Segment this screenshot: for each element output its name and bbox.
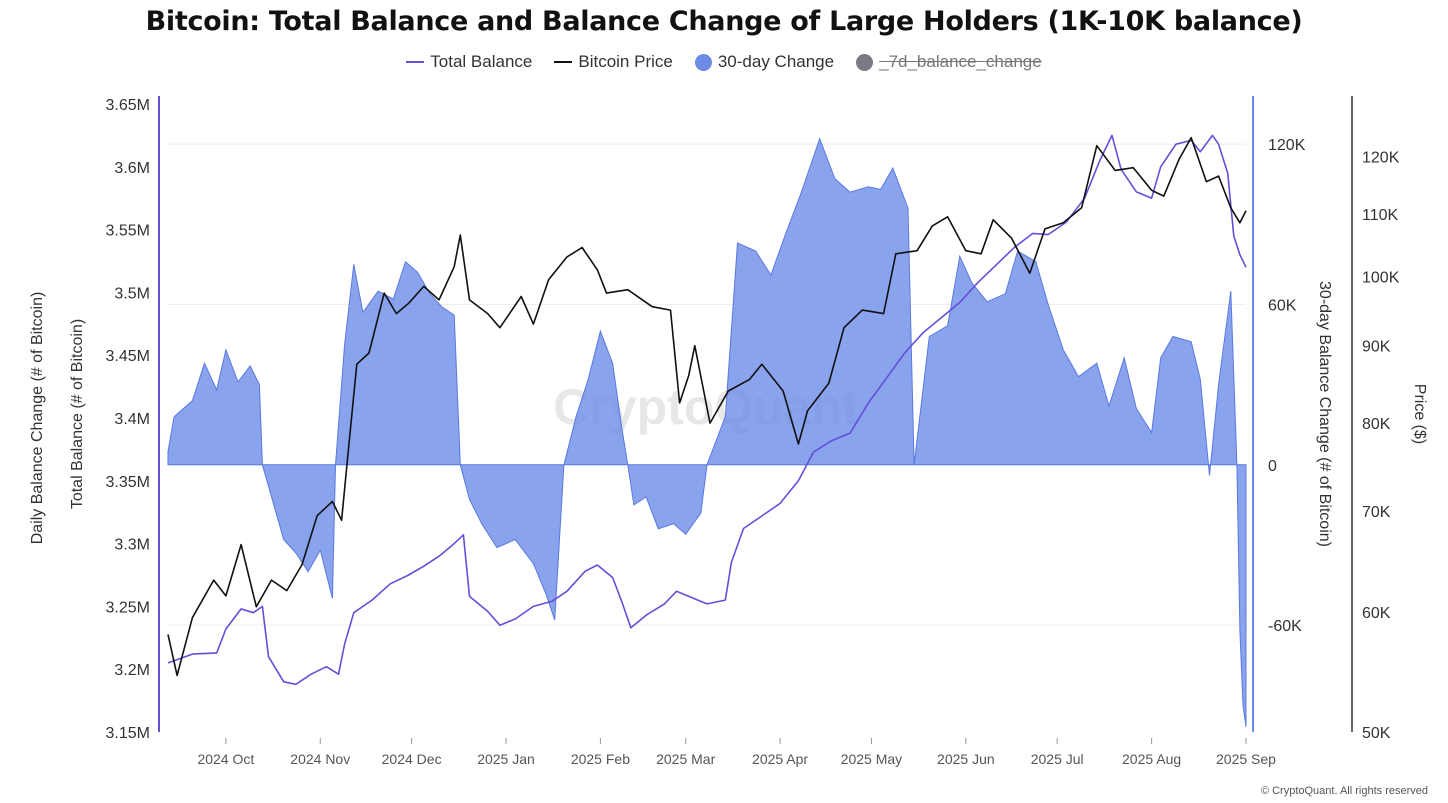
legend-label-30-day-change: 30-day Change <box>717 52 835 71</box>
legend: Total Balance Bitcoin Price 30-day Chang… <box>0 52 1448 72</box>
tick-label-left: 3.25M <box>106 599 150 616</box>
tick-label-x: 2024 Dec <box>382 751 442 767</box>
tick-label-price: 70K <box>1362 504 1391 521</box>
tick-label-left: 3.65M <box>106 97 150 114</box>
tick-label-x: 2024 Nov <box>290 751 350 767</box>
tick-label-x: 2025 Jan <box>477 751 535 767</box>
legend-item-total-balance[interactable]: Total Balance <box>406 52 532 72</box>
tick-label-x: 2025 Jun <box>937 751 995 767</box>
tick-label-x: 2025 Sep <box>1216 751 1276 767</box>
tick-label-price: 50K <box>1362 725 1391 742</box>
tick-label-left: 3.6M <box>114 160 150 177</box>
tick-label-x: 2025 Mar <box>656 751 715 767</box>
tick-label-left: 3.4M <box>114 411 150 428</box>
tick-label-x: 2025 Aug <box>1122 751 1181 767</box>
axis-label-left-inner: Total Balance (# of Bitcoin) <box>69 319 86 509</box>
legend-dot-icon <box>694 53 712 71</box>
series-line-bitcoin-price <box>167 136 1247 677</box>
tick-label-price: 120K <box>1362 150 1400 167</box>
tick-label-price: 80K <box>1362 416 1391 433</box>
tick-label-x: 2025 May <box>841 751 902 767</box>
axes-layer <box>158 96 1353 732</box>
tick-label-x: 2025 Jul <box>1031 751 1084 767</box>
legend-line-icon <box>406 61 425 63</box>
tick-label-x: 2024 Oct <box>197 751 254 767</box>
axis-label-right-inner: 30-day Balance Change (# of Bitcoin) <box>1316 281 1333 547</box>
tick-label-change: 120K <box>1268 137 1306 154</box>
tick-label-price: 90K <box>1362 339 1391 356</box>
tick-label-left: 3.15M <box>106 725 150 742</box>
chart-title: Bitcoin: Total Balance and Balance Chang… <box>145 6 1303 37</box>
tick-label-change: -60K <box>1268 618 1302 635</box>
tick-label-left: 3.5M <box>114 285 150 302</box>
legend-label-7d-balance-change: _7d_balance_change <box>879 52 1042 71</box>
tick-label-price: 110K <box>1362 207 1399 224</box>
axis-label-right-outer: Price ($) <box>1411 384 1428 444</box>
legend-item-30-day-change[interactable]: 30-day Change <box>694 52 835 72</box>
tick-label-left: 3.3M <box>114 537 150 554</box>
legend-line-icon <box>554 61 573 63</box>
tick-label-left: 3.45M <box>106 348 150 365</box>
tick-label-x: 2025 Feb <box>571 751 630 767</box>
line-layer <box>167 134 1247 686</box>
tick-label-change: 60K <box>1268 297 1297 314</box>
area-layer <box>167 137 1247 727</box>
tick-label-left: 3.2M <box>114 662 150 679</box>
legend-label-bitcoin-price: Bitcoin Price <box>578 52 673 71</box>
legend-item-bitcoin-price[interactable]: Bitcoin Price <box>554 52 673 72</box>
copyright-text: © CryptoQuant. All rights reserved <box>1260 785 1428 797</box>
tick-label-left: 3.55M <box>106 223 150 240</box>
legend-item-7d-balance-change[interactable]: _7d_balance_change <box>856 52 1042 72</box>
ticks-layer: 3.15M 3.2M 3.25M 3.3M 3.35M 3.4M 3.45M 3.5M 3.55… <box>106 97 1400 767</box>
tick-label-left: 3.35M <box>106 474 150 491</box>
axis-label-left-outer: Daily Balance Change (# of Bitcoin) <box>29 292 46 545</box>
series-line-total-balance <box>167 134 1247 686</box>
series-area-30-day-change <box>167 137 1247 727</box>
tick-label-price: 100K <box>1362 269 1400 286</box>
tick-label-x: 2025 Apr <box>752 751 808 767</box>
tick-label-price: 60K <box>1362 605 1391 622</box>
tick-label-change: 0 <box>1268 458 1277 475</box>
legend-label-total-balance: Total Balance <box>430 52 533 71</box>
legend-dot-icon <box>856 53 874 71</box>
